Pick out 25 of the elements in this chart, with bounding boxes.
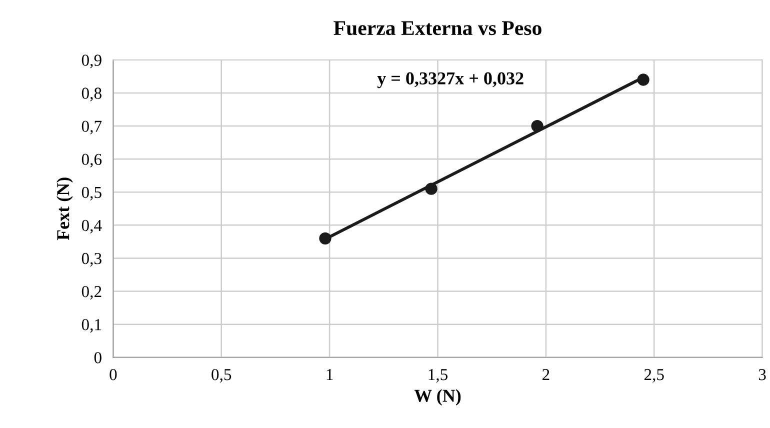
annotation: y = 0,3327x + 0,032 — [377, 72, 524, 88]
point — [531, 120, 544, 132]
point — [319, 232, 332, 244]
x-axis-title: W (N) — [414, 389, 461, 406]
point — [425, 182, 438, 195]
y-tick-label: 0,9 — [82, 54, 102, 68]
chart-title: Fuerza Externa vs Peso — [334, 21, 542, 36]
point — [637, 74, 650, 86]
y-tick-label: 0,7 — [82, 120, 102, 134]
y-tick-label: 0,8 — [82, 88, 102, 102]
y-tick-label: 0 — [94, 352, 102, 364]
x-tick-label: 2,5 — [644, 369, 664, 383]
y-tick-label: 0,2 — [82, 286, 102, 300]
y-tick-label: 0,1 — [82, 319, 102, 333]
y-tick-label: 0,4 — [82, 220, 102, 234]
x-tick-label: 3 — [758, 369, 766, 380]
y-tick-label: 0,3 — [82, 252, 102, 267]
y-axis-title: Fext (N) — [56, 178, 73, 240]
y-tick-label: 0,5 — [82, 186, 102, 200]
x-tick-label: 1,5 — [428, 369, 448, 383]
y-tick-label: 0,6 — [82, 154, 102, 168]
x-tick-label: 1 — [326, 369, 333, 380]
x-tick-label: 2 — [542, 369, 550, 380]
x-tick-label: 0,5 — [212, 368, 232, 383]
x-tick-label: 0 — [110, 368, 117, 380]
